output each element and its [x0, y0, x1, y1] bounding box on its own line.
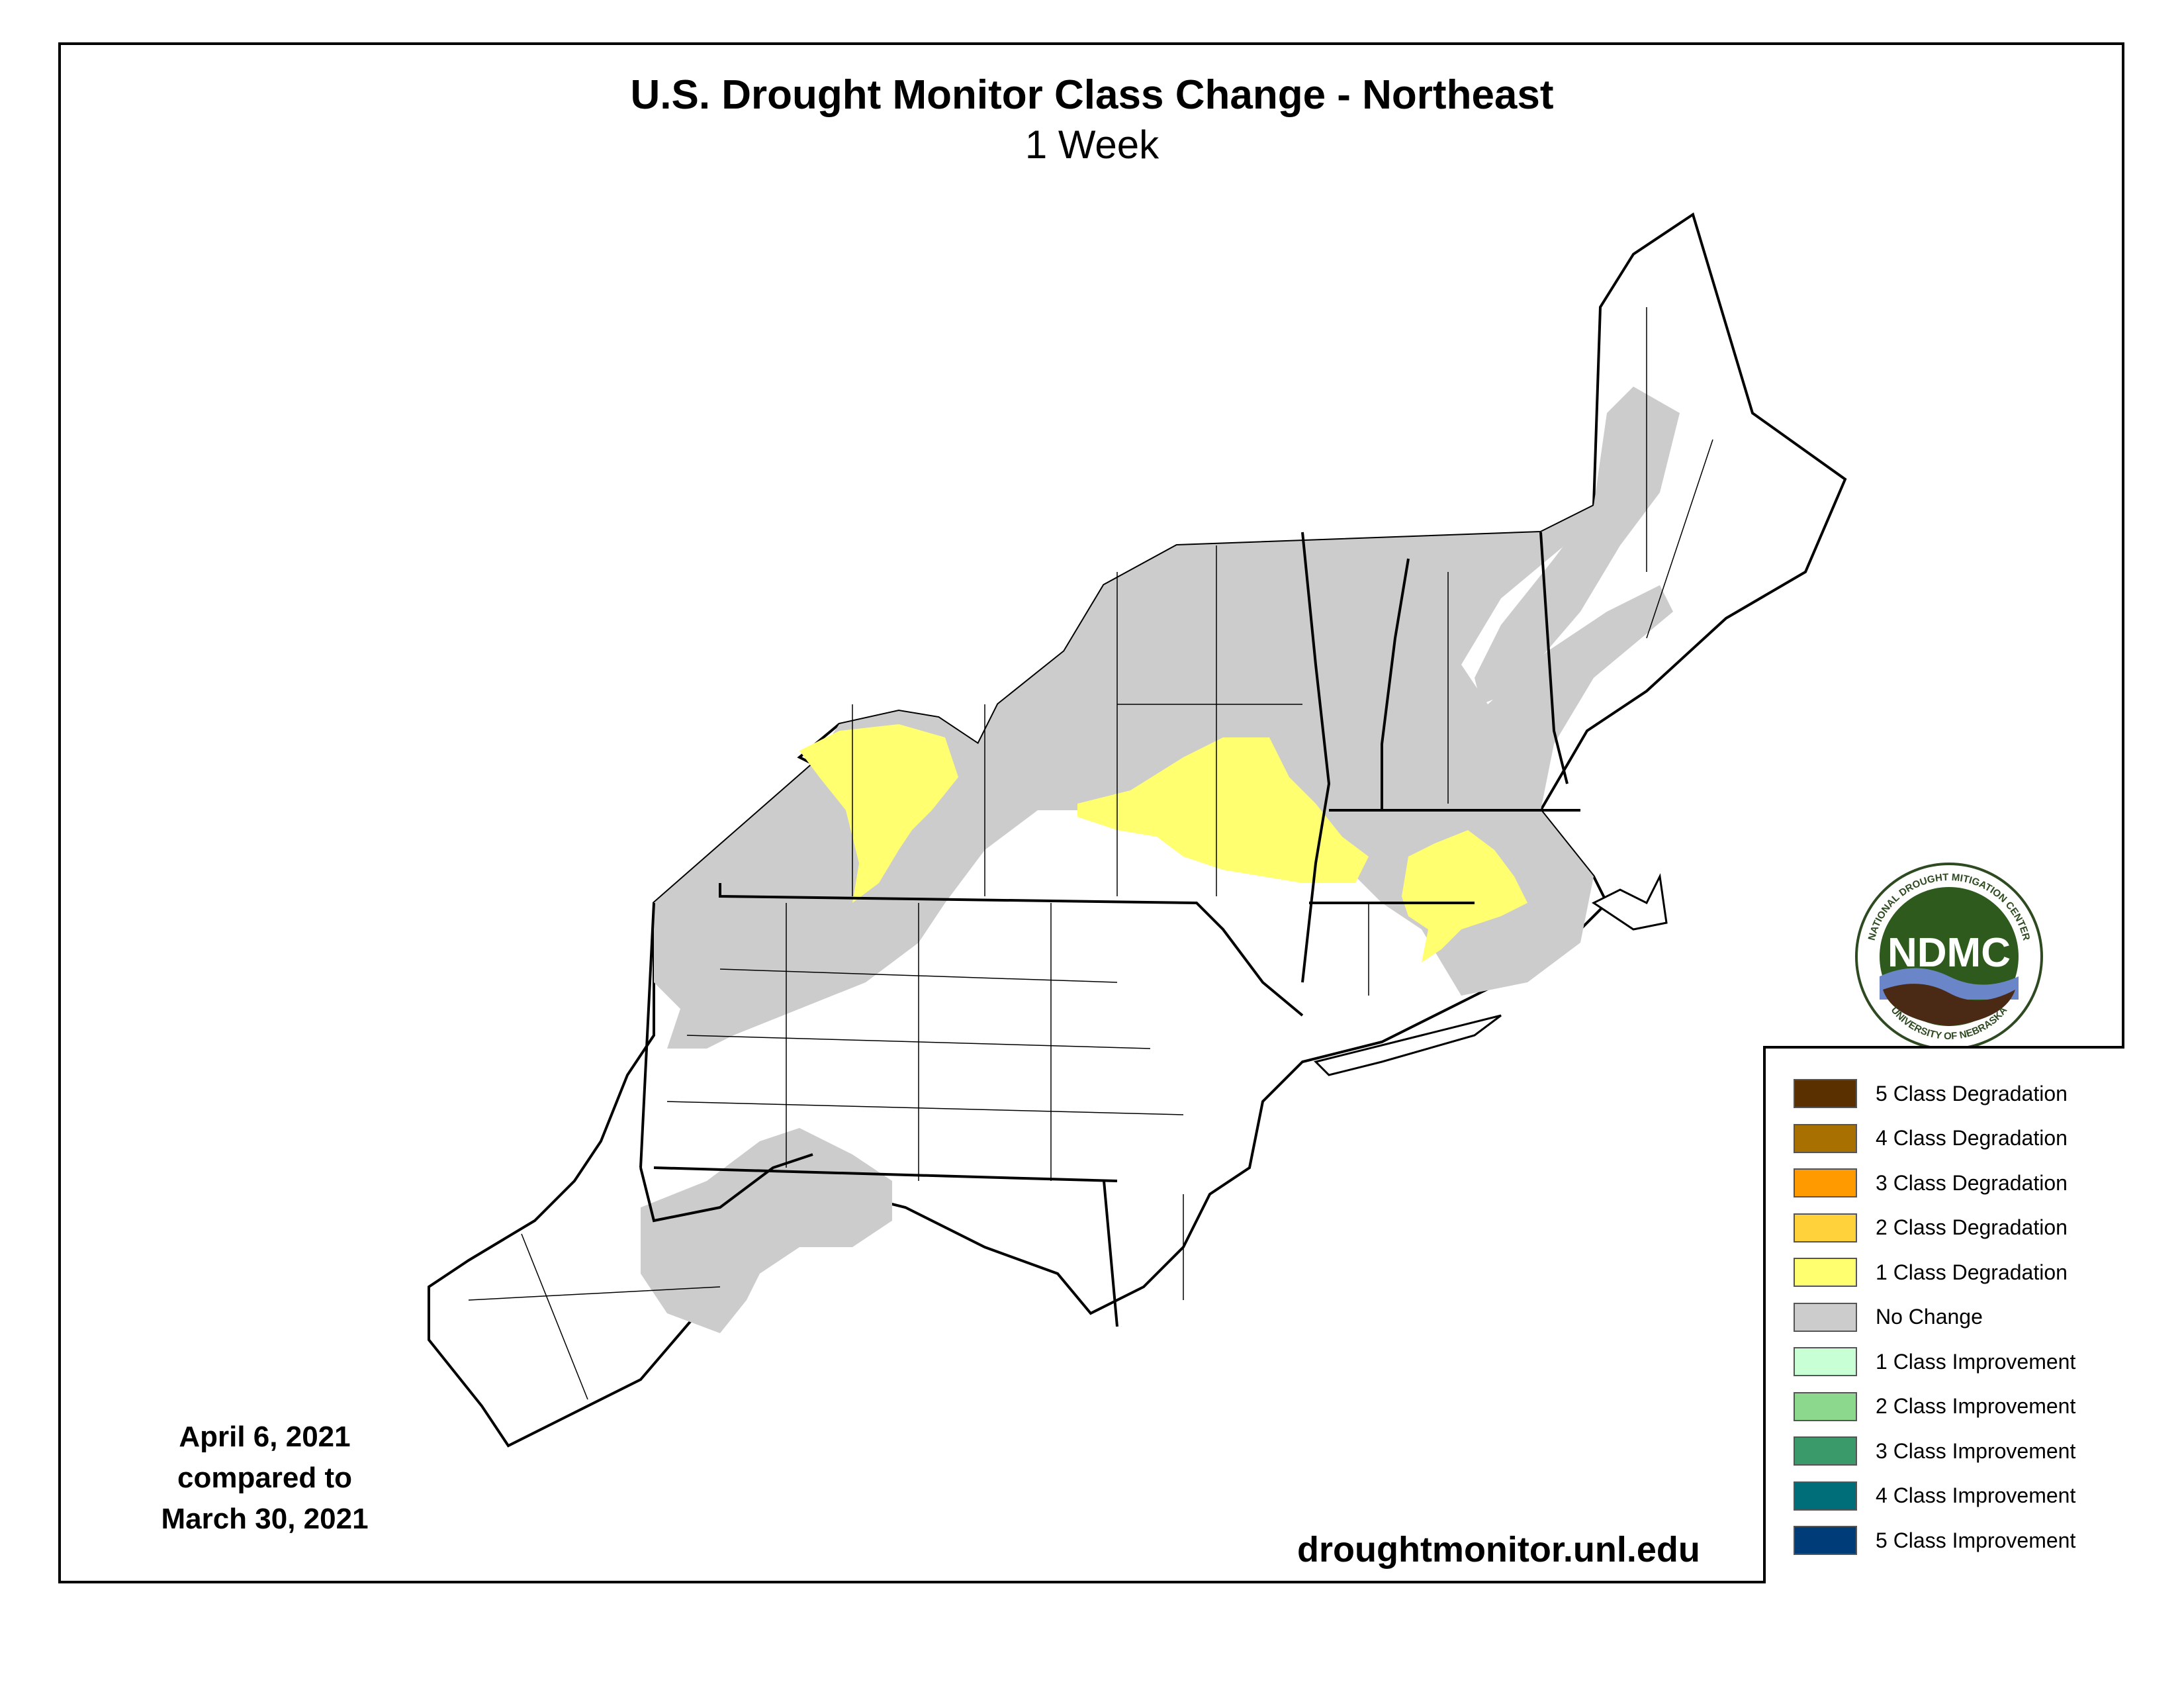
- legend-item: 3 Class Improvement: [1794, 1432, 2075, 1470]
- legend-item: 4 Class Degradation: [1794, 1120, 2068, 1157]
- legend-swatch: [1794, 1168, 1857, 1197]
- degradation-1-western-ny: [799, 724, 958, 903]
- legend-item: 1 Class Degradation: [1794, 1254, 2068, 1291]
- legend-swatch: [1794, 1302, 1857, 1332]
- county-lines: [468, 307, 1713, 1400]
- state-borders: [639, 532, 1580, 1327]
- legend: 5 Class Degradation 4 Class Degradation 3 …: [1763, 1046, 2124, 1583]
- legend-label: 5 Class Degradation: [1876, 1081, 2068, 1105]
- pa-md-border: [653, 1166, 1118, 1182]
- pa-west-border: [639, 902, 655, 1168]
- ndmc-logo: NDMC NATIONAL DROUGHT MITIGATION CENTER …: [1855, 863, 2043, 1051]
- date-comparison: April 6, 2021 compared to March 30, 2021: [126, 1417, 404, 1540]
- legend-label: 1 Class Improvement: [1876, 1349, 2076, 1374]
- nh-me-border: [1539, 532, 1569, 784]
- legend-swatch: [1794, 1391, 1857, 1421]
- map-subtitle: 1 Week: [1024, 122, 1160, 167]
- legend-swatch: [1794, 1347, 1857, 1376]
- legend-label: 1 Class Degradation: [1876, 1260, 2068, 1284]
- logo-abbr: NDMC: [1888, 930, 2011, 976]
- legend-label: 2 Class Improvement: [1876, 1394, 2076, 1418]
- date-compared-to: compared to: [177, 1462, 353, 1494]
- logo-soil: [1883, 984, 2015, 1026]
- map-title: U.S. Drought Monitor Class Change - Nort…: [630, 72, 1554, 118]
- legend-item: 2 Class Improvement: [1794, 1388, 2075, 1425]
- legend-label: 5 Class Improvement: [1876, 1528, 2076, 1552]
- degradation-1-central-ny: [1077, 737, 1369, 883]
- legend-swatch: [1794, 1436, 1857, 1466]
- delmarva-border: [1103, 1180, 1118, 1327]
- legend-item: 5 Class Improvement: [1794, 1522, 2075, 1559]
- legend-item: 1 Class Improvement: [1794, 1343, 2075, 1380]
- legend-item: 2 Class Degradation: [1794, 1209, 2068, 1246]
- ny-pa-border: [719, 883, 1304, 1017]
- legend-label: No Change: [1876, 1305, 1983, 1329]
- county-line: [1646, 439, 1713, 639]
- source-url: droughtmonitor.unl.edu: [1297, 1530, 1700, 1570]
- legend-label: 4 Class Improvement: [1876, 1483, 2076, 1507]
- legend-swatch: [1794, 1123, 1857, 1153]
- legend-label: 3 Class Improvement: [1876, 1438, 2076, 1463]
- no-change-region-appalachia: [641, 1128, 892, 1333]
- legend-swatch: [1794, 1258, 1857, 1287]
- northeast-map: [428, 212, 1847, 1448]
- legend-swatch: [1794, 1481, 1857, 1511]
- date-previous: March 30, 2021: [161, 1503, 369, 1535]
- date-current: April 6, 2021: [179, 1421, 351, 1453]
- county-line: [468, 1286, 721, 1301]
- legend-item: No Change: [1794, 1299, 1983, 1336]
- legend-swatch: [1794, 1079, 1857, 1108]
- legend-label: 3 Class Degradation: [1876, 1170, 2068, 1195]
- cape-cod: [1592, 873, 1668, 931]
- legend-item: 4 Class Improvement: [1794, 1477, 2075, 1515]
- vt-nh-border: [1381, 558, 1410, 810]
- legend-item: 5 Class Degradation: [1794, 1075, 2068, 1112]
- county-line: [521, 1233, 588, 1400]
- degradation-1-massachusetts: [1402, 830, 1527, 962]
- no-change-region-maine: [1475, 387, 1680, 704]
- legend-swatch: [1794, 1213, 1857, 1243]
- long-island: [1314, 1014, 1502, 1076]
- legend-label: 4 Class Degradation: [1876, 1126, 2068, 1150]
- legend-label: 2 Class Degradation: [1876, 1215, 2068, 1239]
- county-line: [666, 1101, 1184, 1115]
- legend-item: 3 Class Degradation: [1794, 1164, 2068, 1201]
- legend-swatch: [1794, 1526, 1857, 1555]
